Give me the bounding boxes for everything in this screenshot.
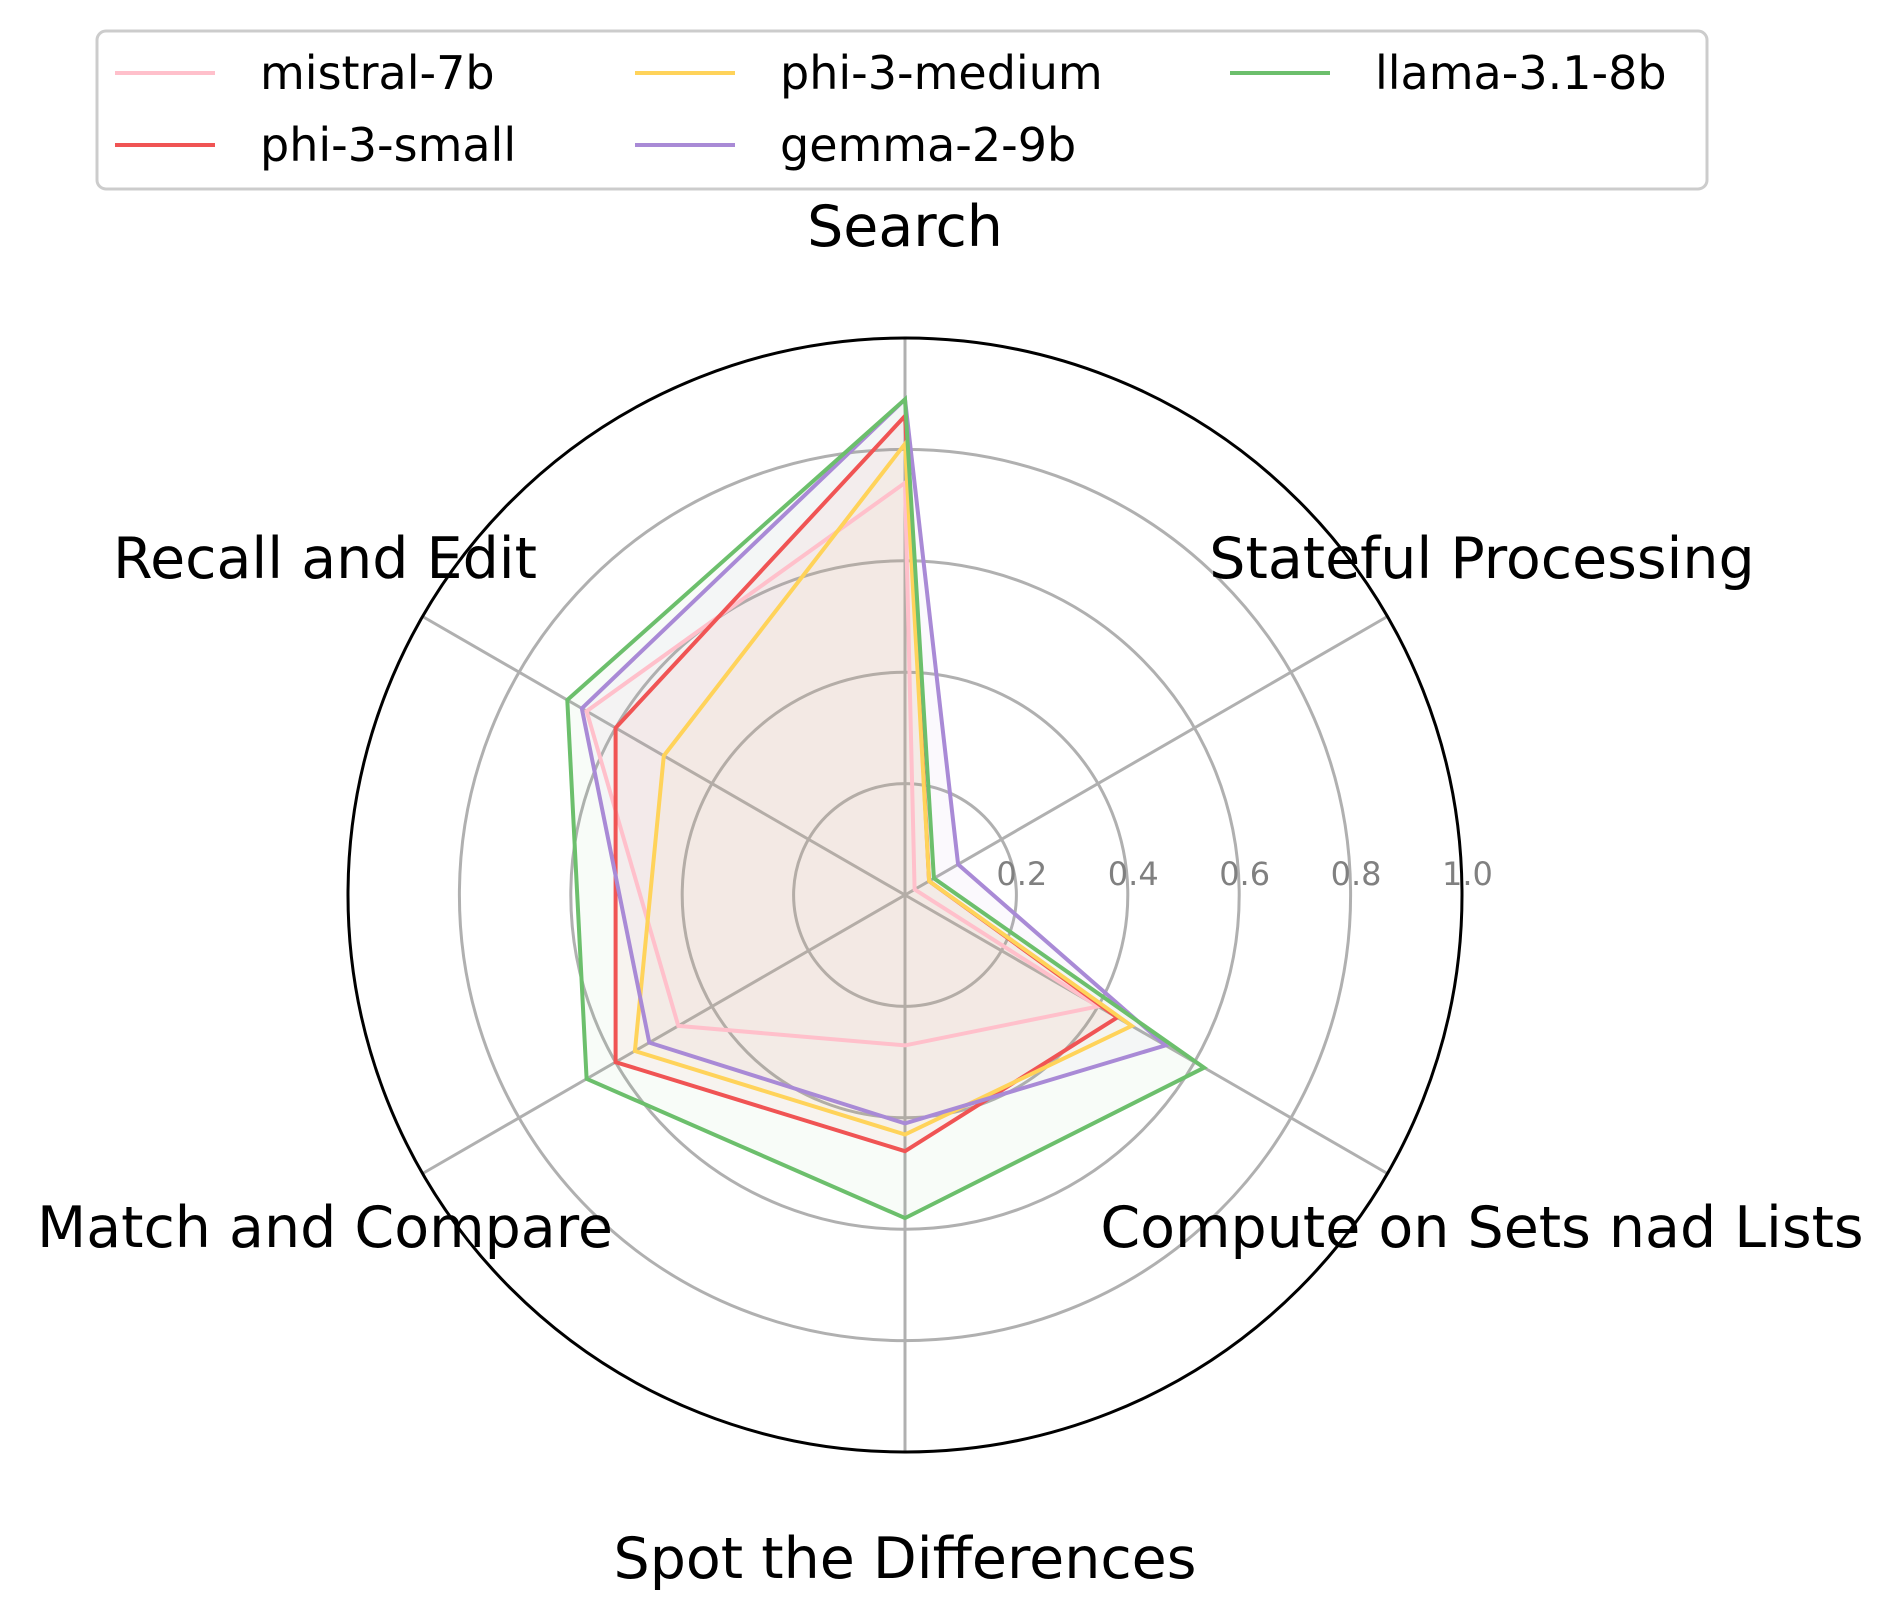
tick-label-0.4: 0.4 [1108, 855, 1159, 893]
spoke-2 [904, 893, 1389, 1175]
series-fill-llama-3.1-8b [567, 399, 1205, 1219]
tick-label-0.6: 0.6 [1219, 855, 1270, 893]
series-fill-gemma-2-9b [581, 399, 1166, 1124]
spoke-4 [421, 893, 906, 1175]
legend-label-llama-3.1-8b: llama-3.1-8b [1375, 46, 1667, 100]
tick-label-0.2: 0.2 [996, 855, 1047, 893]
series-line-llama-3.1-8b [565, 395, 1208, 1221]
spoke-1 [904, 615, 1389, 897]
axis-label-compute-on-sets: Compute on Sets nad Lists [1100, 1195, 1863, 1261]
series-fills [567, 399, 1205, 1219]
series-fill-phi-3-medium [634, 443, 1132, 1135]
tick-label-1.0: 1.0 [1442, 855, 1493, 893]
series-line-mistral-7b [584, 478, 1104, 1048]
series-line-gemma-2-9b [579, 395, 1170, 1126]
legend-frame [95, 29, 1709, 191]
axis-labels: Search Stateful Processing Compute on Se… [37, 194, 1864, 1592]
legend-label-gemma-2-9b: gemma-2-9b [780, 118, 1076, 172]
tick-label-0.8: 0.8 [1331, 855, 1382, 893]
axis-label-match-and-compare: Match and Compare [37, 1195, 613, 1261]
series-lines [565, 395, 1208, 1221]
legend: mistral-7b phi-3-small phi-3-medium gemma-2… [95, 29, 1709, 191]
axis-label-stateful-processing: Stateful Processing [1209, 526, 1754, 592]
legend-label-phi-3-medium: phi-3-medium [780, 46, 1103, 100]
legend-label-phi-3-small: phi-3-small [260, 118, 516, 172]
axis-label-recall-and-edit: Recall and Edit [113, 526, 537, 592]
legend-label-mistral-7b: mistral-7b [260, 46, 495, 100]
series-line-phi-3-medium [632, 438, 1136, 1137]
axis-label-spot-the-differences: Spot the Differences [614, 1526, 1197, 1592]
radial-tick-labels: 0.2 0.4 0.6 0.8 1.0 [996, 855, 1492, 893]
axis-label-search: Search [807, 194, 1003, 260]
outer-ring [346, 336, 1464, 1454]
